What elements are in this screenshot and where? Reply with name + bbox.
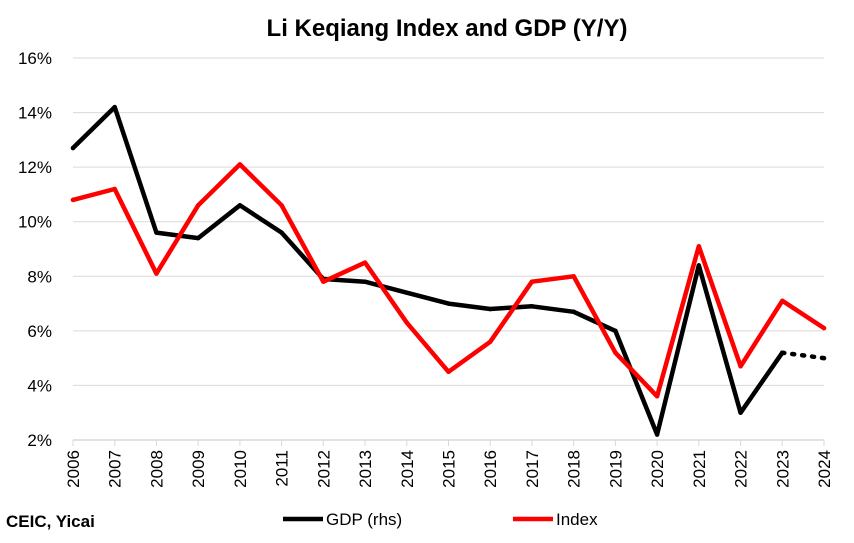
data-point-index [154, 271, 159, 276]
data-point-index [654, 394, 660, 399]
x-tick-label: 2020 [648, 450, 667, 488]
data-point-index [821, 325, 827, 331]
x-tick-label: 2006 [64, 450, 83, 488]
data-point-index [404, 320, 409, 325]
x-tick-label: 2018 [565, 450, 584, 488]
x-tick-label: 2011 [273, 450, 292, 487]
gridlines [73, 57, 824, 386]
data-point-gdp-rhs [780, 350, 785, 355]
y-tick-label: 14% [18, 104, 52, 123]
y-tick-label: 12% [18, 158, 52, 177]
data-point-gdp-rhs [821, 355, 827, 361]
source-note: CEIC, Yicai [6, 512, 95, 531]
x-tick-label: 2019 [606, 450, 625, 488]
data-point-gdp-rhs [195, 235, 201, 241]
data-point-index [321, 279, 326, 284]
x-tick-label: 2009 [189, 450, 208, 488]
y-tick-label: 2% [27, 431, 52, 450]
data-point-gdp-rhs [70, 145, 76, 151]
x-tick-label: 2013 [356, 450, 375, 488]
series-lines [70, 104, 827, 437]
data-point-index [488, 339, 493, 344]
data-point-gdp-rhs [696, 263, 702, 268]
data-point-gdp-rhs [404, 290, 409, 295]
data-point-index [362, 260, 368, 265]
data-point-index [571, 274, 576, 279]
x-tick-label: 2023 [773, 450, 792, 488]
data-point-index [446, 369, 451, 374]
data-point-index [738, 364, 743, 369]
data-point-index [780, 298, 785, 304]
data-point-gdp-rhs [279, 230, 284, 235]
x-tick-label: 2022 [732, 450, 751, 488]
legend-label-index: Index [556, 510, 598, 529]
x-tick-label: 2014 [398, 450, 417, 488]
x-tick-label: 2021 [690, 450, 709, 488]
data-point-gdp-rhs [362, 279, 368, 284]
data-point-gdp-rhs [446, 301, 451, 306]
y-tick-label: 16% [18, 49, 52, 68]
x-tick-label: 2010 [231, 450, 250, 488]
series-line-gdp-rhs [70, 104, 785, 437]
data-point-index [195, 203, 201, 208]
data-point-index [112, 186, 117, 192]
y-tick-label: 8% [27, 267, 52, 286]
data-point-index [613, 350, 618, 355]
data-point-gdp-rhs [488, 306, 493, 312]
y-tick-label: 4% [27, 376, 52, 395]
data-point-gdp-rhs [154, 230, 159, 235]
x-tick-label: 2016 [481, 450, 500, 488]
data-point-gdp-rhs [613, 328, 618, 334]
x-tick-label: 2017 [523, 450, 542, 488]
legend: GDP (rhs) Index [283, 510, 598, 529]
data-point-index [70, 197, 76, 203]
data-point-index [696, 244, 702, 249]
legend-label-gdp-rhs: GDP (rhs) [326, 510, 402, 529]
data-point-gdp-rhs [571, 309, 576, 314]
data-point-index [529, 279, 535, 284]
y-tick-label: 6% [27, 322, 52, 341]
x-tick-label: 2024 [815, 450, 834, 488]
data-point-index [237, 162, 243, 167]
axes: 2% 4% 6% 8% 10% 12% 14% 16% 2006 2007 2008 2009 2010… [18, 49, 834, 488]
data-point-gdp-rhs [529, 304, 535, 309]
data-point-gdp-rhs [237, 203, 243, 208]
x-tick-label: 2008 [147, 450, 166, 488]
x-tick-label: 2012 [314, 450, 333, 488]
chart-title: Li Keqiang Index and GDP (Y/Y) [267, 15, 628, 42]
x-tick-label: 2015 [440, 450, 459, 488]
data-point-gdp-rhs [738, 410, 743, 415]
x-tick-label: 2007 [106, 450, 125, 488]
data-point-gdp-rhs [112, 104, 117, 110]
data-point-gdp-rhs [654, 432, 660, 437]
series-line-gdp-rhs-projection [780, 350, 827, 361]
y-tick-label: 10% [18, 213, 52, 232]
data-point-index [279, 203, 284, 208]
